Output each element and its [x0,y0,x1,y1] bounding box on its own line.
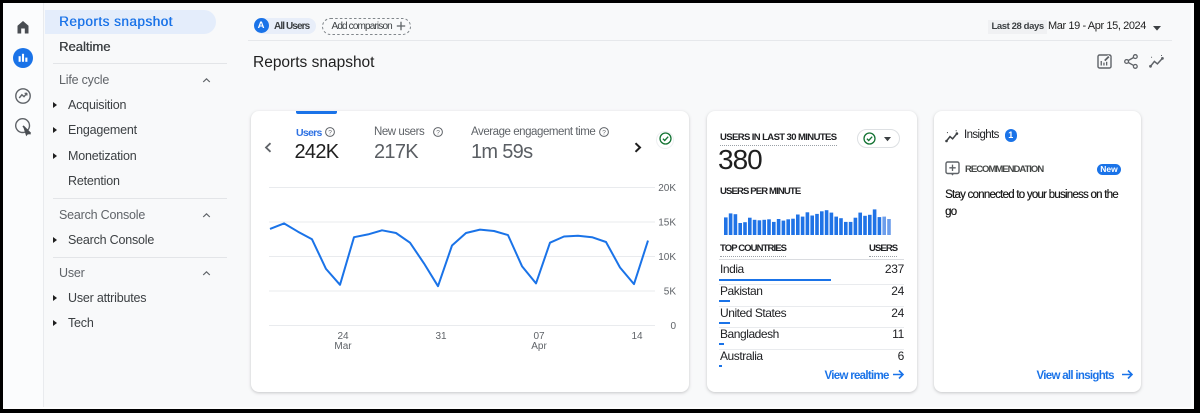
svg-text:5K: 5K [664,287,677,298]
svg-text:24: 24 [337,331,349,342]
svg-text:Apr: Apr [531,341,547,352]
svg-text:15K: 15K [658,218,676,229]
svg-text:14: 14 [631,331,643,342]
svg-text:07: 07 [533,331,545,342]
svg-text:20K: 20K [658,183,676,194]
svg-text:?: ? [436,129,440,136]
svg-text:?: ? [328,129,332,136]
svg-text:?: ? [602,129,606,136]
svg-text:Mar: Mar [334,341,352,352]
svg-text:10K: 10K [658,252,676,263]
svg-text:0: 0 [670,321,676,332]
svg-text:31: 31 [435,331,447,342]
